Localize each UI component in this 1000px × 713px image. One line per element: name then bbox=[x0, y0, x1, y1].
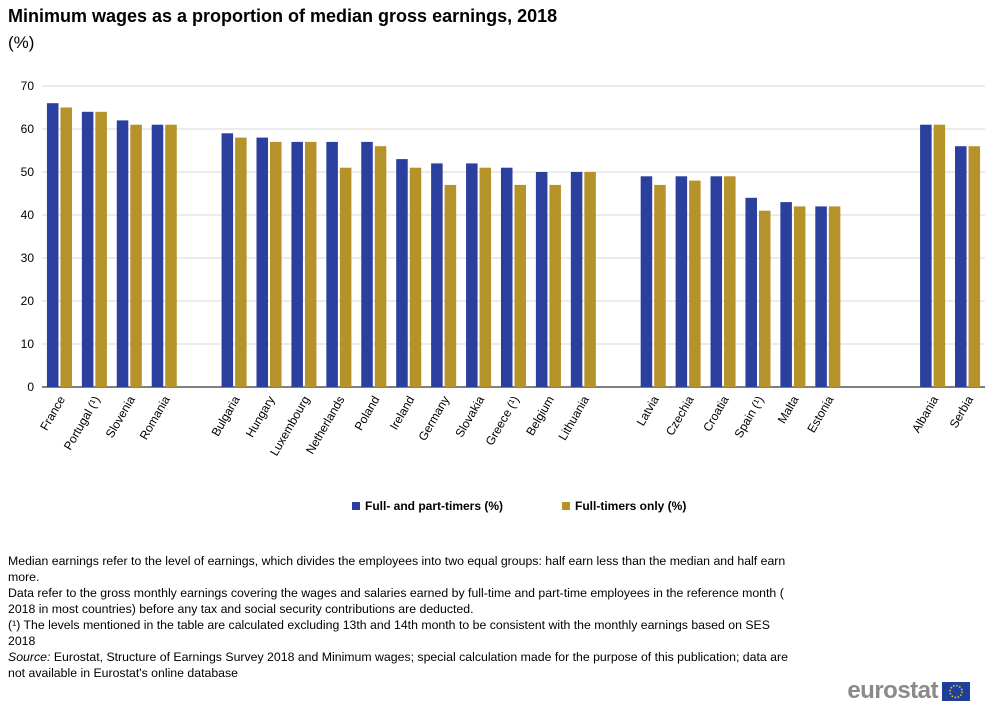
legend-label: Full- and part-timers (%) bbox=[365, 499, 503, 513]
bar bbox=[793, 206, 806, 387]
bar bbox=[431, 163, 443, 387]
x-tick-label: Czechia bbox=[663, 393, 697, 438]
x-tick-label: Belgium bbox=[523, 394, 557, 439]
bar bbox=[570, 172, 583, 387]
source-text: Eurostat, Structure of Earnings Survey 2… bbox=[8, 650, 788, 680]
bar bbox=[724, 176, 736, 387]
x-tick-label: Slovakia bbox=[452, 393, 487, 440]
bar bbox=[409, 167, 422, 387]
note: Data refer to the gross monthly earnings… bbox=[8, 586, 784, 616]
x-tick-label: Ireland bbox=[387, 394, 417, 433]
y-tick-label: 50 bbox=[21, 165, 35, 179]
source: Source: Eurostat, Structure of Earnings … bbox=[8, 649, 788, 681]
bar bbox=[291, 141, 303, 387]
y-tick-label: 60 bbox=[21, 122, 35, 136]
x-tick-label: Germany bbox=[415, 394, 452, 444]
bar bbox=[339, 167, 352, 387]
bar bbox=[165, 124, 177, 387]
x-tick-label: Bulgaria bbox=[209, 393, 243, 438]
note: Median earnings refer to the level of ea… bbox=[8, 554, 786, 584]
bar bbox=[326, 141, 338, 387]
x-tick-label: Lithuania bbox=[555, 393, 592, 442]
bar bbox=[920, 124, 932, 387]
x-tick-label: Croatia bbox=[700, 393, 732, 434]
y-tick-label: 40 bbox=[21, 208, 35, 222]
bar bbox=[81, 111, 94, 388]
x-tick-label: Romania bbox=[137, 393, 173, 442]
x-tick-label: Slovenia bbox=[103, 393, 138, 440]
bar bbox=[304, 141, 317, 387]
bar bbox=[151, 124, 164, 387]
legend-swatch bbox=[562, 502, 570, 510]
legend-label: Full-timers only (%) bbox=[575, 499, 686, 513]
bar bbox=[235, 137, 247, 387]
bar bbox=[549, 184, 561, 387]
bar bbox=[828, 206, 841, 387]
bar bbox=[46, 103, 59, 387]
logo-text: eurostat bbox=[847, 677, 938, 704]
bar bbox=[675, 176, 688, 387]
bar bbox=[780, 202, 792, 387]
bar bbox=[60, 107, 72, 387]
chart-title: Minimum wages as a proportion of median … bbox=[8, 6, 557, 26]
bar bbox=[361, 141, 373, 387]
chart: Minimum wages as a proportion of median … bbox=[8, 6, 985, 513]
bar bbox=[710, 176, 723, 387]
legend-swatch bbox=[352, 502, 360, 510]
x-tick-label: Malta bbox=[775, 393, 802, 426]
notes: Median earnings refer to the level of ea… bbox=[8, 553, 788, 681]
bar bbox=[466, 163, 478, 387]
bar bbox=[955, 146, 967, 387]
bar bbox=[500, 167, 513, 387]
y-tick-label: 10 bbox=[21, 337, 35, 351]
x-tick-label: Portugal (¹) bbox=[61, 394, 103, 453]
bar bbox=[444, 184, 457, 387]
eu-flag bbox=[942, 681, 970, 701]
bar bbox=[968, 146, 981, 387]
x-tick-label: Poland bbox=[352, 394, 383, 433]
bar bbox=[535, 172, 548, 387]
bar bbox=[130, 124, 142, 387]
x-tick-label: Spain (¹) bbox=[731, 393, 766, 440]
x-tick-label: Latvia bbox=[634, 393, 662, 428]
bar bbox=[815, 206, 827, 387]
bar bbox=[396, 159, 408, 387]
bar bbox=[689, 180, 701, 387]
bar bbox=[758, 210, 771, 387]
bar bbox=[270, 141, 282, 387]
x-tick-label: Greece (¹) bbox=[483, 394, 522, 448]
y-tick-label: 30 bbox=[21, 251, 35, 265]
bar bbox=[116, 120, 129, 388]
x-tick-label: Serbia bbox=[947, 393, 977, 430]
bar bbox=[933, 124, 946, 387]
y-tick-label: 0 bbox=[27, 380, 34, 394]
bar bbox=[479, 167, 492, 387]
bar bbox=[514, 184, 527, 387]
bar bbox=[221, 133, 234, 387]
y-tick-label: 20 bbox=[21, 294, 35, 308]
x-tick-label: Albania bbox=[909, 393, 941, 435]
bar bbox=[256, 137, 269, 387]
bar bbox=[584, 172, 596, 387]
x-tick-label: France bbox=[37, 393, 68, 433]
note: (¹) The levels mentioned in the table ar… bbox=[8, 618, 770, 648]
chart-subtitle: (%) bbox=[8, 33, 34, 52]
bar bbox=[640, 176, 653, 387]
source-label: Source: bbox=[8, 650, 51, 664]
bar bbox=[745, 197, 757, 387]
x-tick-label: Hungary bbox=[243, 394, 278, 440]
bar bbox=[654, 184, 666, 387]
x-tick-label: Estonia bbox=[804, 393, 836, 435]
y-tick-label: 70 bbox=[21, 79, 35, 93]
bar bbox=[374, 146, 387, 387]
logo: eurostat bbox=[847, 677, 970, 705]
bar bbox=[95, 111, 107, 388]
